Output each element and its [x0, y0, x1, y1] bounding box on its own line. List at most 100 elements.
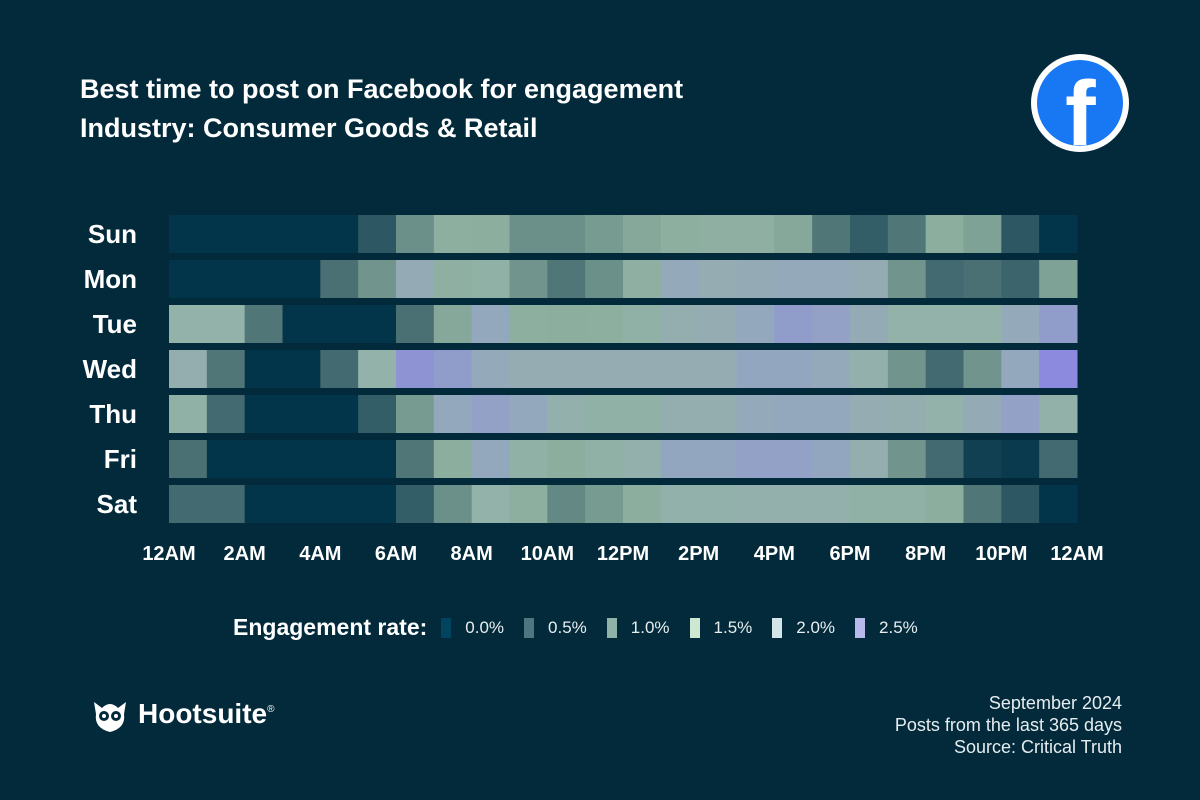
heat-cell-mon-3: [282, 260, 321, 298]
heat-cell-sat-13: [660, 485, 700, 523]
heat-cell-fri-16: [774, 440, 813, 478]
heat-cell-fri-0: [169, 440, 208, 478]
heat-cell-tue-22: [1001, 305, 1040, 343]
legend-label: 2.0%: [796, 617, 836, 637]
heat-cell-thu-14: [698, 395, 737, 433]
legend-item: 0.0%: [441, 617, 504, 638]
heat-cell-tue-20: [925, 305, 964, 343]
footer-date: September 2024: [988, 693, 1122, 713]
heat-cell-sat-19: [887, 485, 927, 523]
heat-cell-sun-3: [282, 215, 321, 253]
heat-cell-tue-11: [585, 305, 624, 343]
heat-cell-mon-5: [358, 260, 397, 298]
heat-cell-tue-7: [433, 305, 473, 343]
heat-cell-fri-19: [887, 440, 927, 478]
heat-cell-mon-14: [698, 260, 737, 298]
heat-cell-wed-21: [963, 350, 1002, 388]
footer-source: Source: Critical Truth: [953, 737, 1122, 757]
heat-cell-thu-1: [206, 395, 246, 433]
heat-cell-sat-0: [169, 485, 208, 523]
heat-cell-tue-14: [698, 305, 737, 343]
row-label-thu: Thu: [89, 399, 137, 429]
x-tick-label: 8AM: [451, 543, 493, 565]
heat-cell-fri-21: [963, 440, 1002, 478]
heat-cell-fri-8: [471, 440, 510, 478]
heat-cell-sun-13: [660, 215, 700, 253]
heat-cell-sun-6: [396, 215, 435, 253]
heat-cell-tue-12: [623, 305, 662, 343]
heat-cell-sun-18: [850, 215, 889, 253]
chart-subtitle: Industry: Consumer Goods & Retail: [80, 113, 538, 143]
heat-cell-fri-3: [282, 440, 321, 478]
heat-cell-mon-0: [169, 260, 208, 298]
footer-period: Posts from the last 365 days: [894, 715, 1122, 735]
heat-cell-fri-23: [1039, 440, 1078, 478]
heat-cell-wed-17: [812, 350, 851, 388]
heat-cell-tue-8: [471, 305, 510, 343]
legend-item: 0.5%: [524, 617, 587, 638]
heat-cell-thu-15: [736, 395, 775, 433]
heat-cell-thu-3: [282, 395, 321, 433]
heat-cell-sun-5: [358, 215, 397, 253]
heat-cell-tue-2: [244, 305, 283, 343]
heat-cell-thu-12: [623, 395, 662, 433]
heat-cell-mon-7: [433, 260, 473, 298]
heat-cell-tue-23: [1039, 305, 1078, 343]
heat-cell-wed-8: [471, 350, 510, 388]
heat-cell-wed-14: [698, 350, 737, 388]
legend: Engagement rate: 0.0% 0.5% 1.0% 1.5% 2.0% 2.5…: [233, 614, 938, 641]
legend-item: 2.5%: [855, 617, 918, 638]
heat-cell-wed-2: [244, 350, 283, 388]
heat-cell-fri-10: [547, 440, 586, 478]
heat-cell-sat-16: [774, 485, 813, 523]
legend-swatch: [606, 617, 617, 638]
heat-cell-sat-21: [963, 485, 1002, 523]
heat-cell-sat-20: [925, 485, 964, 523]
heat-cell-wed-6: [396, 350, 435, 388]
heat-cell-thu-19: [887, 395, 927, 433]
heat-cell-mon-4: [320, 260, 359, 298]
heat-cell-wed-20: [925, 350, 964, 388]
heat-cell-wed-4: [320, 350, 359, 388]
heat-cell-thu-6: [396, 395, 435, 433]
heat-cell-mon-2: [244, 260, 283, 298]
heat-cell-fri-15: [736, 440, 775, 478]
hootsuite-owl-icon: [94, 702, 126, 732]
legend-label: 1.5%: [713, 617, 753, 637]
heat-cell-wed-12: [623, 350, 662, 388]
heat-cell-sun-14: [698, 215, 737, 253]
heat-cell-fri-12: [623, 440, 662, 478]
heat-cell-fri-22: [1001, 440, 1040, 478]
heat-cell-sat-4: [320, 485, 359, 523]
legend-swatch: [441, 617, 452, 638]
heat-cell-fri-2: [244, 440, 283, 478]
heat-cell-fri-5: [358, 440, 397, 478]
heat-cell-sun-23: [1039, 215, 1078, 253]
heat-cell-thu-7: [433, 395, 473, 433]
heat-cell-thu-21: [963, 395, 1002, 433]
heat-cell-sun-21: [963, 215, 1002, 253]
facebook-logo-icon: f: [1031, 54, 1129, 152]
heat-cell-mon-16: [774, 260, 813, 298]
heat-cell-fri-11: [585, 440, 624, 478]
heat-cell-tue-21: [963, 305, 1002, 343]
heat-cell-sat-22: [1001, 485, 1040, 523]
heat-cell-sun-10: [547, 215, 586, 253]
footer: September 2024 Posts from the last 365 d…: [895, 692, 1122, 758]
heat-cell-wed-10: [547, 350, 586, 388]
heat-cell-mon-10: [547, 260, 586, 298]
legend-title: Engagement rate:: [233, 614, 428, 640]
heat-cell-tue-9: [509, 305, 548, 343]
heat-cell-thu-5: [358, 395, 397, 433]
heat-cell-thu-20: [925, 395, 964, 433]
heat-cell-sat-11: [585, 485, 624, 523]
heat-cell-sat-17: [812, 485, 851, 523]
heat-cell-sun-9: [509, 215, 548, 253]
heat-cell-sat-2: [244, 485, 283, 523]
heat-cell-tue-0: [169, 305, 208, 343]
chart-title: Best time to post on Facebook for engage…: [80, 74, 684, 104]
heat-cell-sat-8: [471, 485, 510, 523]
heat-cell-wed-15: [736, 350, 775, 388]
heat-cell-mon-9: [509, 260, 548, 298]
heat-cell-thu-17: [812, 395, 851, 433]
